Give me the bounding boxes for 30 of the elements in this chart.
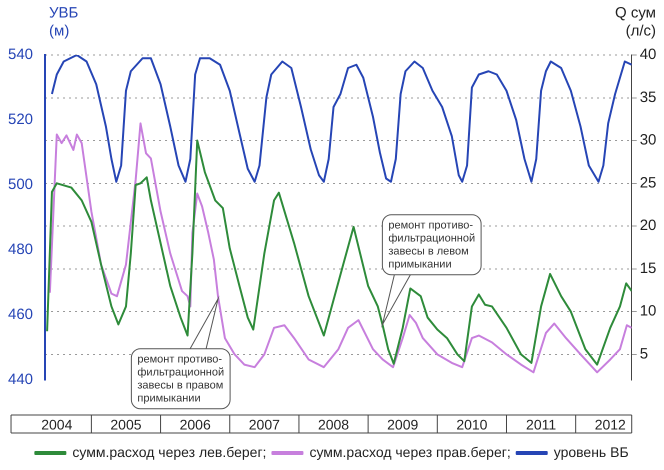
x-tick-label: 2009 bbox=[387, 416, 418, 432]
y2-tick-label: 20 bbox=[640, 217, 656, 234]
x-tick-label: 2011 bbox=[526, 416, 556, 432]
x-tick-label: 2012 bbox=[594, 416, 626, 432]
x-tick-label: 2007 bbox=[248, 416, 280, 432]
y2-tick-label: 30 bbox=[640, 132, 656, 149]
y-tick-label: 540 bbox=[8, 46, 34, 64]
y2-tick-label: 35 bbox=[640, 88, 656, 106]
x-tick-label: 2005 bbox=[110, 416, 142, 432]
annotation: ремонт противо- фильтрационной завесы в правом примыкании bbox=[137, 353, 224, 404]
x-tick-label: 2010 bbox=[456, 416, 488, 432]
x-tick-label: 2008 bbox=[318, 416, 350, 432]
legend-label: сумм.расход через лев.берег; bbox=[72, 444, 266, 460]
legend-label: уровень ВБ bbox=[554, 444, 629, 460]
y-tick-label: 520 bbox=[8, 111, 34, 128]
y2-tick-label: 5 bbox=[640, 345, 648, 362]
y2-tick-label: 25 bbox=[640, 174, 656, 192]
y2-tick-label: 10 bbox=[640, 302, 656, 320]
y2-tick-label: 40 bbox=[640, 46, 656, 64]
x-tick-label: 2006 bbox=[180, 416, 211, 432]
y-tick-label: 440 bbox=[8, 371, 34, 388]
y-axis-title: УВБ (м) bbox=[49, 4, 79, 40]
y-tick-label: 500 bbox=[8, 176, 34, 194]
y-tick-label: 460 bbox=[8, 306, 34, 324]
annotation: ремонт противо- фильтрационной завесы в левом примыкании bbox=[388, 219, 476, 270]
legend-label: сумм.расход через прав.берег; bbox=[309, 444, 511, 460]
y2-tick-label: 15 bbox=[640, 260, 656, 277]
y-tick-label: 480 bbox=[8, 241, 34, 258]
y2-axis-title: Q сум (л/с) bbox=[615, 4, 656, 40]
x-tick-label: 2004 bbox=[41, 416, 73, 432]
